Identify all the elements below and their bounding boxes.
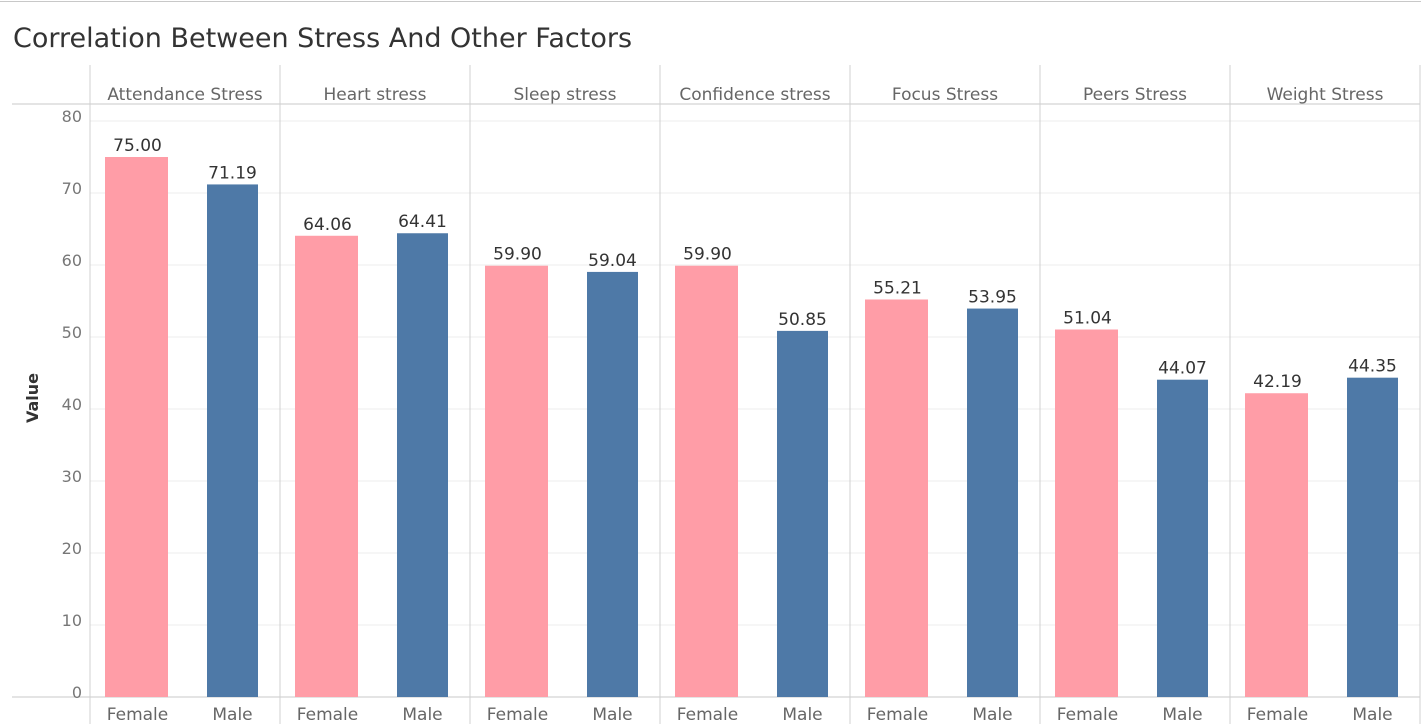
y-tick-label: 80 — [62, 107, 82, 126]
bar-female — [485, 265, 548, 697]
panel-header-label: Weight Stress — [1267, 85, 1384, 105]
y-tick-label: 50 — [62, 323, 82, 342]
x-category-label: Male — [402, 705, 442, 724]
grid-layer — [90, 120, 1420, 626]
value-label: 42.19 — [1253, 372, 1302, 392]
x-category-label: Female — [867, 705, 928, 724]
y-tick-label: 40 — [62, 395, 82, 414]
value-label: 44.07 — [1158, 359, 1207, 379]
panel-header-label: Confidence stress — [679, 85, 830, 105]
y-tick-label: 30 — [62, 467, 82, 486]
value-label: 53.95 — [968, 288, 1017, 308]
value-label: 51.04 — [1063, 309, 1112, 329]
value-label: 59.90 — [683, 245, 732, 265]
x-category-label: Female — [1247, 705, 1308, 724]
bar-female — [295, 235, 358, 697]
y-tick-label: 20 — [62, 539, 82, 558]
bar-male — [777, 330, 828, 697]
value-label: 64.41 — [398, 212, 447, 232]
x-category-label: Male — [972, 705, 1012, 724]
x-category-label: Female — [487, 705, 548, 724]
bar-female — [105, 157, 168, 697]
value-label: 59.90 — [493, 245, 542, 265]
bar-female — [865, 299, 928, 697]
panel-header-label: Attendance Stress — [107, 85, 262, 105]
bar-female — [1245, 393, 1308, 697]
y-tick-label: 70 — [62, 179, 82, 198]
x-category-label: Male — [212, 705, 252, 724]
panel-header-label: Sleep stress — [514, 85, 617, 105]
bar-male — [397, 233, 448, 698]
x-category-label: Female — [107, 705, 168, 724]
bar-female — [1055, 329, 1118, 697]
x-category-label: Female — [677, 705, 738, 724]
bar-male — [1347, 377, 1398, 697]
x-category-label: Male — [1162, 705, 1202, 724]
x-category-label: Female — [297, 705, 358, 724]
y-tick-label: 60 — [62, 251, 82, 270]
panel-header-label: Heart stress — [323, 85, 426, 105]
chart-title: Correlation Between Stress And Other Fac… — [13, 23, 632, 54]
value-label: 50.85 — [778, 310, 827, 330]
y-axis-title: Value — [23, 373, 42, 423]
bar-male — [1157, 379, 1208, 697]
label-layer: 0 10 20 30 40 50 60 70 80 Attendance Stress 75.00 F… — [62, 85, 1397, 724]
panel-header-label: Peers Stress — [1083, 85, 1187, 105]
value-label: 44.35 — [1348, 357, 1397, 377]
panel-header-label: Focus Stress — [892, 85, 998, 105]
y-tick-label: 10 — [62, 611, 82, 630]
bar-male — [207, 184, 258, 697]
bar-female — [675, 265, 738, 697]
x-category-label: Male — [782, 705, 822, 724]
value-label: 59.04 — [588, 251, 637, 271]
value-label: 55.21 — [873, 278, 922, 298]
value-label: 64.06 — [303, 215, 352, 235]
bar-male — [967, 308, 1018, 697]
x-category-label: Male — [1352, 705, 1392, 724]
value-label: 75.00 — [113, 136, 162, 156]
bar-layer — [105, 157, 1398, 698]
bar-male — [587, 271, 638, 697]
x-category-label: Female — [1057, 705, 1118, 724]
y-tick-label: 0 — [72, 683, 82, 702]
x-category-label: Male — [592, 705, 632, 724]
value-label: 71.19 — [208, 163, 257, 183]
